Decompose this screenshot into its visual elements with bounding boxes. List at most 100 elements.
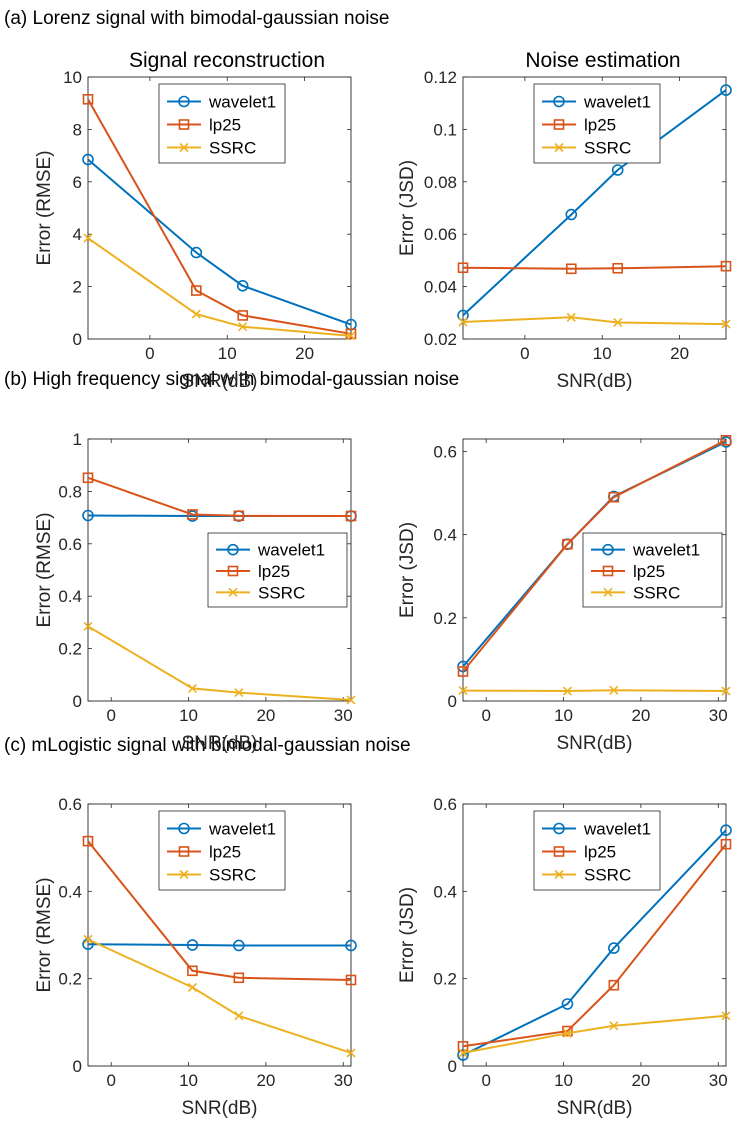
x-axis-label: SNR(dB) [181, 371, 257, 392]
data-point-lp25 [608, 491, 620, 503]
data-point-lp25 [457, 666, 469, 677]
legend-marker-lp25 [178, 846, 190, 857]
data-point-lp25 [457, 1041, 469, 1052]
data-point-SSRC [187, 982, 197, 992]
y-tick-label: 0.4 [58, 882, 82, 901]
legend-marker-wavelet1 [553, 822, 565, 835]
data-point-SSRC [83, 934, 93, 944]
legend-label-wavelet1: wavelet1 [257, 541, 325, 560]
data-point-SSRC [458, 686, 468, 696]
section-title-b: (b) High frequency signal with bimodal-g… [4, 369, 459, 390]
data-point-SSRC [187, 683, 197, 693]
data-point-wavelet1 [720, 824, 732, 837]
series-line-lp25 [87, 98, 352, 335]
y-tick-label: 1 [73, 430, 82, 449]
legend: wavelet1 lp25 SSRC [158, 83, 286, 164]
legend-marker-lp25 [178, 119, 190, 130]
data-point-SSRC [234, 688, 244, 698]
data-point-SSRC [562, 1028, 572, 1038]
series-line-wavelet1 [87, 158, 352, 326]
data-point-lp25 [612, 262, 624, 274]
data-point-SSRC [83, 621, 93, 631]
subplot-1-1: 0 10 20 30 0 0.2 0.4 0.6 SNR(dB) Error (JSD) wavel… [397, 434, 732, 754]
legend-marker-SSRC [179, 869, 189, 880]
data-point-SSRC [566, 312, 576, 322]
legend-label-SSRC: SSRC [258, 583, 305, 602]
y-tick-label: 2 [73, 278, 82, 297]
column-title-signal-reconstruction: Signal reconstruction [129, 49, 325, 72]
x-tick-label: 10 [593, 344, 612, 363]
data-point-lp25 [82, 835, 94, 847]
data-point-wavelet1 [345, 939, 357, 952]
y-tick-label: 0.04 [424, 278, 457, 297]
x-axis-label: SNR(dB) [556, 1098, 632, 1119]
x-tick-label: 10 [179, 706, 198, 725]
data-point-wavelet1 [82, 509, 94, 522]
data-point-SSRC [234, 1011, 244, 1021]
data-point-wavelet1 [608, 942, 620, 954]
data-point-lp25 [562, 538, 573, 550]
legend-label-SSRC: SSRC [584, 866, 631, 885]
y-tick-label: 0 [73, 1057, 82, 1076]
legend: wavelet1 lp25 SSRC [533, 83, 661, 164]
y-tick-label: 0 [73, 692, 82, 711]
y-tick-label: 0.6 [58, 535, 82, 554]
x-tick-label: 0 [520, 344, 529, 363]
y-tick-label: 0.02 [424, 330, 457, 349]
data-point-lp25 [82, 472, 94, 484]
data-point-wavelet1 [236, 280, 249, 292]
y-tick-label: 0.2 [433, 609, 457, 628]
data-point-wavelet1 [82, 153, 94, 166]
data-point-SSRC [346, 1048, 356, 1058]
data-point-wavelet1 [186, 939, 199, 951]
legend-marker-wavelet1 [227, 543, 239, 556]
series-line-lp25 [87, 840, 352, 981]
data-point-lp25 [608, 979, 620, 991]
section-title-c: (c) mLogistic signal with bimodal-gaussi… [4, 735, 411, 756]
data-point-lp25 [82, 93, 94, 105]
legend-label-lp25: lp25 [209, 843, 241, 862]
series-group [82, 93, 357, 341]
data-point-SSRC [609, 1021, 619, 1031]
subplot-2-0: 0 10 20 30 0 0.2 0.4 0.6 SNR(dB) Error (RMSE) wave… [34, 795, 357, 1119]
y-tick-label: 0.2 [58, 970, 82, 989]
series-line-SSRC [462, 689, 727, 693]
data-point-SSRC [458, 317, 468, 327]
series-line-wavelet1 [462, 89, 727, 317]
legend-marker-lp25 [227, 565, 239, 577]
series-line-lp25 [462, 265, 727, 270]
y-tick-label: 0 [448, 1057, 457, 1076]
y-axis-label: Error (JSD) [397, 160, 418, 256]
data-point-wavelet1 [720, 84, 732, 96]
x-tick-label: 20 [256, 1071, 275, 1090]
series-line-SSRC [462, 316, 727, 326]
x-tick-label: 20 [670, 344, 689, 363]
legend: wavelet1 lp25 SSRC [207, 532, 348, 608]
y-tick-label: 8 [73, 120, 82, 139]
series-group [457, 824, 732, 1061]
y-tick-label: 0.4 [58, 587, 82, 606]
legend-marker-SSRC [554, 142, 564, 153]
x-tick-label: 10 [218, 344, 237, 363]
legend-marker-SSRC [554, 869, 564, 880]
x-tick-label: 30 [334, 706, 353, 725]
data-point-lp25 [233, 510, 245, 522]
subplot-0-0: 0 10 20 0 2 4 6 8 10 SNR(dB) Error (RMSE) wavelet1 l… [34, 68, 357, 392]
subplot-2-1: 0 10 20 30 0 0.2 0.4 0.6 SNR(dB) Error (JSD) wavel… [397, 795, 732, 1119]
legend-marker-SSRC [603, 587, 613, 597]
legend-label-wavelet1: wavelet1 [208, 820, 276, 839]
data-point-lp25 [720, 838, 732, 850]
data-point-wavelet1 [561, 998, 574, 1010]
data-point-lp25 [187, 509, 198, 520]
x-tick-label: 10 [554, 706, 573, 725]
data-point-lp25 [233, 972, 245, 984]
legend-label-lp25: lp25 [584, 116, 616, 135]
y-tick-label: 10 [63, 68, 82, 87]
series-group [457, 84, 732, 329]
section-title-a: (a) Lorenz signal with bimodal-gaussian … [4, 8, 389, 29]
series-line-SSRC [462, 1014, 727, 1054]
y-tick-label: 0.4 [433, 882, 457, 901]
legend-label-wavelet1: wavelet1 [583, 93, 651, 112]
legend-label-lp25: lp25 [258, 562, 290, 581]
data-point-SSRC [238, 322, 248, 332]
